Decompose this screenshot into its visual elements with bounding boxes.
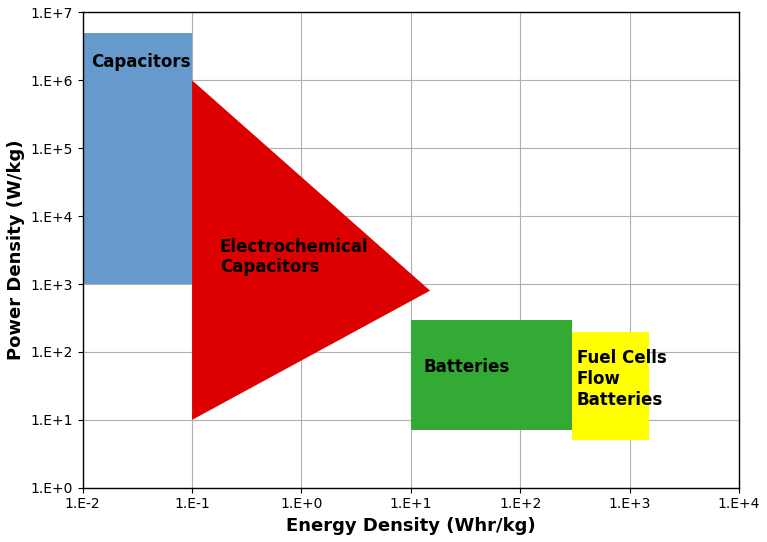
X-axis label: Energy Density (Whr/kg): Energy Density (Whr/kg) [286, 517, 535, 535]
Text: Batteries: Batteries [423, 358, 509, 376]
Bar [411, 320, 572, 430]
Text: Electrochemical
Capacitors: Electrochemical Capacitors [220, 237, 369, 276]
Polygon shape [192, 80, 430, 420]
Bar [572, 332, 649, 440]
Text: Fuel Cells
Flow
Batteries: Fuel Cells Flow Batteries [577, 349, 667, 409]
Polygon shape [83, 33, 192, 284]
Text: Capacitors: Capacitors [91, 53, 191, 72]
Y-axis label: Power Density (W/kg): Power Density (W/kg) [7, 140, 25, 360]
